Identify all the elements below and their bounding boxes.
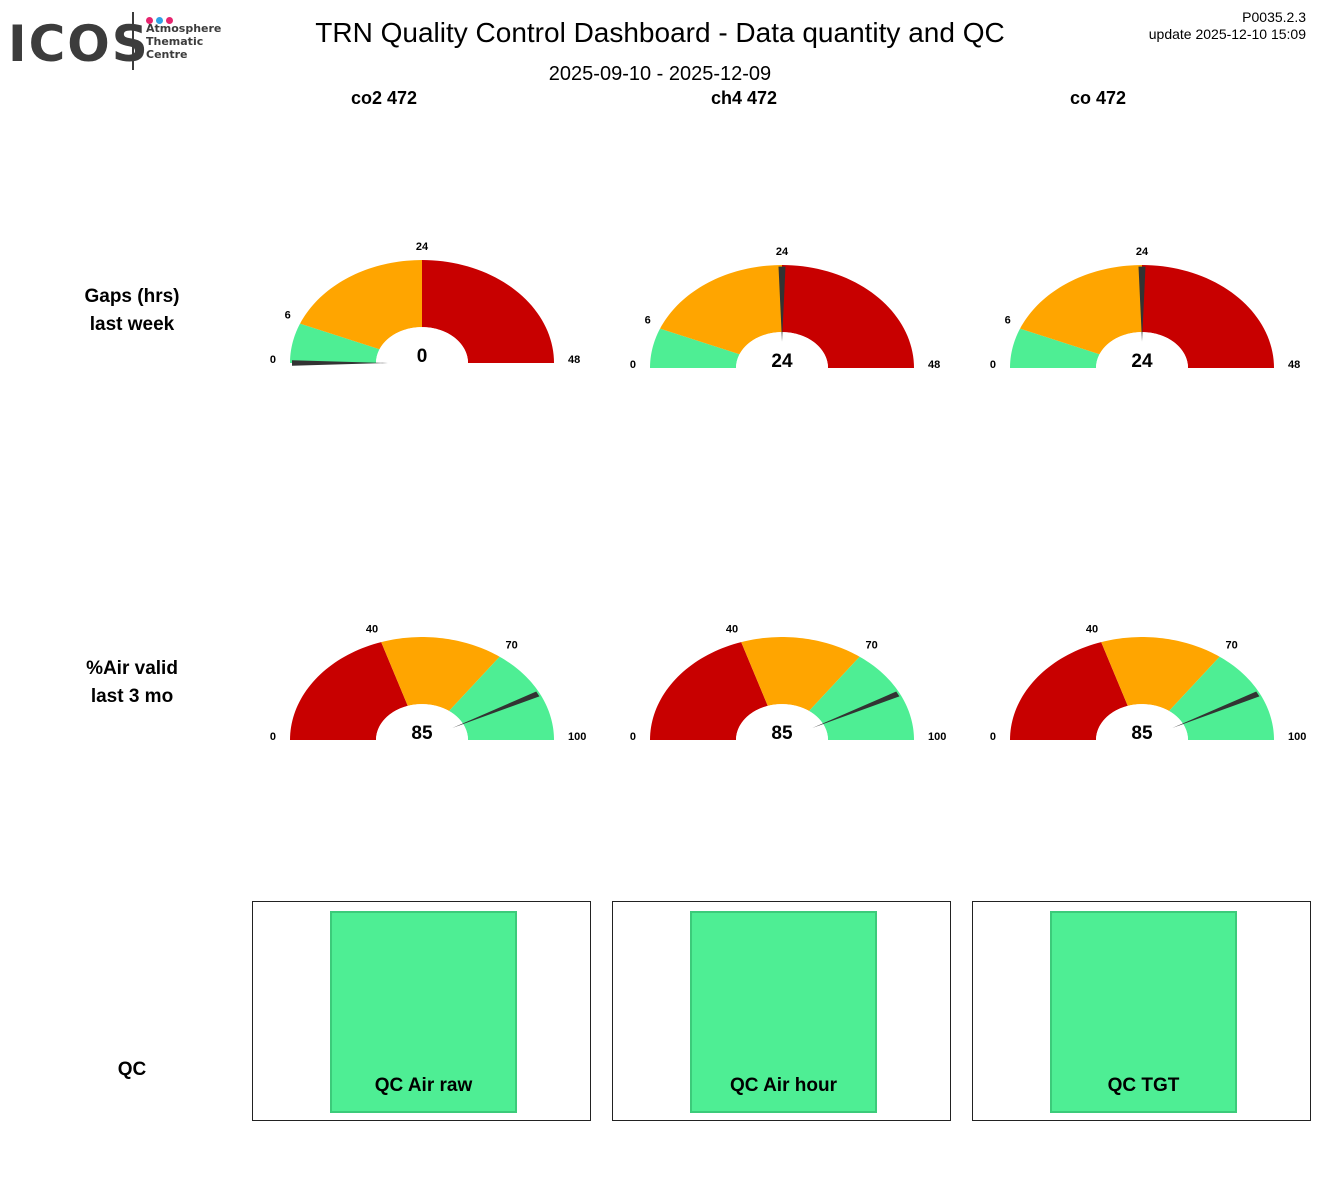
- gauge-band-red: [782, 265, 914, 368]
- logo-dot: [146, 17, 153, 24]
- gauge-needle: [1138, 266, 1146, 342]
- date-range: 2025-09-10 - 2025-12-09: [548, 63, 772, 85]
- version-label: P0035.2.3: [1242, 9, 1306, 25]
- qc-status-box: QC Air hour: [690, 911, 877, 1113]
- gauge-band-orange: [1020, 265, 1142, 355]
- gauge-hub-base: [1096, 740, 1188, 770]
- row-label-gaps: Gaps (hrs) last week: [32, 283, 232, 339]
- gauge-tick-label: 70: [1225, 639, 1237, 651]
- gauge-value-label: 85: [411, 723, 433, 744]
- update-timestamp: update 2025-12-10 15:09: [1148, 26, 1306, 42]
- row-label-air-valid: %Air valid last 3 mo: [32, 655, 232, 711]
- gauge-band-orange: [741, 637, 860, 711]
- gauge-gaps-co2: 0 6 24 48 0: [270, 241, 580, 399]
- logo-wordmark: ICOS: [8, 15, 150, 73]
- gauge-gaps-ch4: 0 6 24 48 24: [630, 246, 940, 404]
- gauge-tick-label: 70: [505, 639, 517, 651]
- gauge-tick-label: 70: [865, 639, 877, 651]
- gauge-band-orange: [300, 260, 422, 350]
- gauge-air-co: 0 40 70 100 85: [990, 624, 1306, 776]
- logo-line: Centre: [146, 48, 188, 61]
- qc-status-box: QC Air raw: [330, 911, 517, 1113]
- gauge-needle: [778, 266, 786, 342]
- gauge-tick-label: 0: [990, 359, 996, 371]
- gauge-band-green: [650, 328, 740, 368]
- gauge-needle: [1172, 691, 1260, 728]
- logo-line: Atmosphere: [146, 22, 222, 35]
- gauge-tick-label: 24: [416, 241, 429, 253]
- gauge-band-orange: [381, 637, 500, 711]
- gauge-hub-base: [1096, 368, 1188, 398]
- qc-panel-tgt: QC TGT: [972, 901, 1311, 1121]
- gauge-band-red: [290, 642, 408, 740]
- row-label-line: last 3 mo: [90, 686, 174, 707]
- row-label-line: last week: [89, 314, 175, 335]
- gauge-tick-label: 40: [366, 624, 378, 636]
- gauge-tick-label: 0: [630, 359, 636, 371]
- gauge-tick-label: 100: [928, 731, 946, 743]
- row-label-line: Gaps (hrs): [84, 286, 180, 307]
- gauge-band-orange: [1101, 637, 1220, 711]
- column-title-co: co 472: [1069, 88, 1127, 108]
- gauge-hub-base: [376, 740, 468, 770]
- icos-logo: ICOS Atmosphere Thematic Centre: [8, 10, 228, 74]
- gauge-band-green: [290, 323, 380, 363]
- gauge-value-label: 0: [417, 346, 428, 367]
- qc-panel-air-raw: QC Air raw: [252, 901, 591, 1121]
- logo-dot: [156, 17, 163, 24]
- gauge-hub-base: [376, 363, 468, 393]
- gauge-tick-label: 0: [630, 731, 636, 743]
- version-info: P0035.2.3 update 2025-12-10 15:09: [1149, 9, 1306, 43]
- column-title-ch4: ch4 472: [710, 88, 778, 108]
- gauge-hub-base: [736, 368, 828, 398]
- qc-status-box: QC TGT: [1050, 911, 1237, 1113]
- gauge-tick-label: 6: [285, 310, 291, 322]
- page-title: TRN Quality Control Dashboard - Data qua…: [315, 17, 1005, 48]
- gauge-value-label: 24: [771, 351, 793, 372]
- qc-panel-air-hour: QC Air hour: [612, 901, 951, 1121]
- gauge-tick-label: 40: [726, 624, 738, 636]
- gauge-needle: [292, 360, 388, 366]
- gauge-tick-label: 6: [1005, 315, 1011, 327]
- qc-label: QC Air raw: [374, 1075, 473, 1096]
- gauge-gaps-co: 0 6 24 48 24: [990, 246, 1300, 404]
- gauge-air-ch4: 0 40 70 100 85: [630, 624, 946, 776]
- gauge-tick-label: 6: [645, 315, 651, 327]
- gauge-value-label: 85: [1131, 723, 1153, 744]
- gauge-tick-label: 100: [568, 731, 586, 743]
- gauge-band-green: [1010, 328, 1100, 368]
- qc-label: QC TGT: [1107, 1075, 1180, 1096]
- row-label-qc: QC: [117, 1059, 147, 1080]
- gauge-tick-label: 40: [1086, 624, 1098, 636]
- gauge-value-label: 24: [1131, 351, 1153, 372]
- gauge-tick-label: 48: [568, 354, 580, 366]
- column-title-co2: co2 472: [350, 88, 418, 108]
- logo-divider: [132, 12, 134, 70]
- gauge-band-red: [1010, 642, 1128, 740]
- gauge-tick-label: 48: [1288, 359, 1300, 371]
- logo-subtitle: Atmosphere Thematic Centre: [146, 22, 221, 61]
- gauge-band-red: [1142, 265, 1274, 368]
- gauge-tick-label: 0: [270, 354, 276, 366]
- qc-label: QC Air hour: [730, 1075, 837, 1096]
- logo-dot: [166, 17, 173, 24]
- gauge-band-red: [422, 260, 554, 363]
- gauge-tick-label: 24: [776, 246, 789, 258]
- logo-dots: [146, 11, 176, 24]
- gauge-hub-base: [736, 740, 828, 770]
- gauge-tick-label: 24: [1136, 246, 1149, 258]
- gauge-needle: [452, 691, 540, 728]
- logo-line: Thematic: [146, 35, 204, 48]
- gauge-tick-label: 48: [928, 359, 940, 371]
- gauge-tick-label: 0: [270, 731, 276, 743]
- gauge-value-label: 85: [771, 723, 793, 744]
- gauge-band-red: [650, 642, 768, 740]
- gauge-air-co2: 0 40 70 100 85: [270, 624, 586, 776]
- gauge-tick-label: 0: [990, 731, 996, 743]
- gauge-tick-label: 100: [1288, 731, 1306, 743]
- row-label-line: %Air valid: [86, 658, 178, 679]
- gauge-needle: [812, 691, 900, 728]
- gauge-band-orange: [660, 265, 782, 355]
